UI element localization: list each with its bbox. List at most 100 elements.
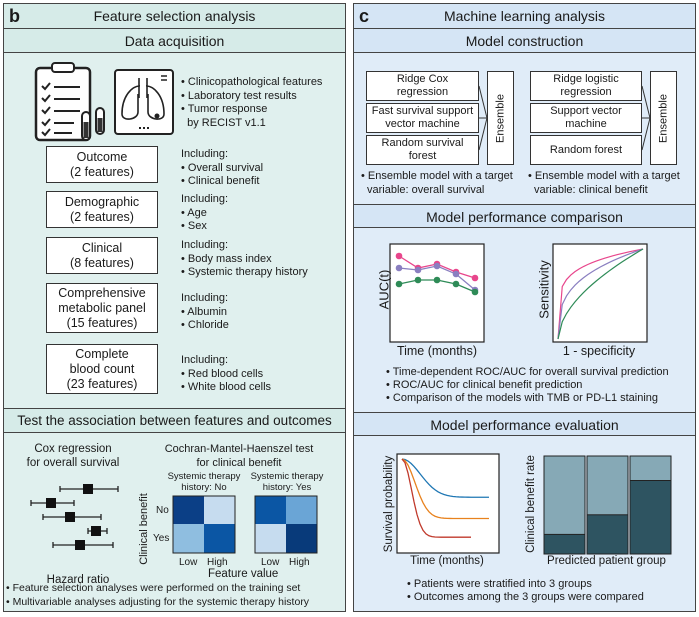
- including-label: Including:: [181, 193, 229, 205]
- category-name: Outcome: [76, 149, 128, 164]
- category-box-clinical: Clinical (8 features): [46, 237, 158, 274]
- model-line: Ridge logistic: [553, 73, 619, 85]
- km-curve: [401, 458, 490, 498]
- category-name: Demographic: [64, 194, 140, 209]
- data-sources-list: • Clinicopathological features • Laborat…: [181, 76, 322, 130]
- feature-item: • Red blood cells: [181, 367, 264, 380]
- including-label: Including:: [181, 292, 229, 304]
- panel-machine-learning: c Machine learning analysis Model constr…: [353, 3, 696, 612]
- category-box-metabolic-panel: Comprehensive metabolic panel (15 feature…: [46, 283, 158, 333]
- cox-title: Cox regression for overall survival: [18, 443, 128, 470]
- category-name: Clinical: [81, 240, 123, 255]
- feature-item: • Overall survival: [181, 161, 264, 174]
- cox-xlabel: Hazard ratio: [46, 574, 110, 586]
- feature-item: • Chloride: [181, 319, 229, 331]
- heatmap-no: [172, 495, 236, 554]
- auc-point: [452, 280, 460, 288]
- cmh-title: Cochran-Mantel-Haenszel test for clinical…: [134, 443, 344, 470]
- category-name: Comprehensive metabolic panel: [58, 285, 146, 315]
- association-notes: • Feature selection analyses were perfor…: [6, 582, 309, 609]
- auc-point: [395, 252, 403, 260]
- evaluation-notes: • Patients were stratified into 3 groups…: [407, 578, 644, 604]
- heatmap-cell: [286, 524, 317, 553]
- category-name: Complete blood count: [69, 346, 135, 376]
- heatmap-cell: [173, 524, 204, 553]
- ytick-yes: Yes: [153, 533, 170, 544]
- stratum-line: history: Yes: [262, 482, 312, 493]
- model-box: Fast survival support vector machine: [366, 103, 479, 133]
- heatmap-cell: [255, 496, 286, 524]
- xtick-high: High: [207, 557, 228, 568]
- bar-benefit: [629, 480, 672, 555]
- auc-point: [433, 276, 441, 284]
- model-line: Ridge Cox: [396, 73, 449, 85]
- feature-item: • Albumin: [181, 305, 228, 318]
- heatmap-cell: [204, 496, 235, 524]
- km-xlabel: Time (months): [410, 555, 484, 567]
- bar-benefit: [543, 533, 586, 555]
- bar-ylabel: Clinical benefit rate: [525, 455, 537, 553]
- note-item: • Patients were stratified into 3 groups: [407, 578, 592, 590]
- roc-curve: [557, 248, 644, 340]
- comparison-notes: • Time-dependent ROC/AUC for overall sur…: [386, 366, 669, 405]
- category-details-blood-count: Including: • Red blood cells • White blood…: [181, 354, 271, 395]
- category-box-outcome: Outcome (2 features): [46, 146, 158, 183]
- ensemble-box: Ensemble: [650, 71, 677, 165]
- category-box-blood-count: Complete blood count (23 features): [46, 344, 158, 394]
- feature-item: • Age: [181, 206, 207, 219]
- roc-ylabel: Sensitivity: [536, 260, 552, 319]
- auc-point: [414, 276, 422, 284]
- category-count: (8 features): [70, 255, 134, 270]
- note-item: variable: overall survival: [367, 183, 485, 196]
- note-item: • Ensemble model with a target: [361, 170, 513, 182]
- heatmap-yes: [254, 495, 318, 554]
- group1-note: • Ensemble model with a target variable: …: [361, 170, 513, 197]
- xtick-low: Low: [261, 557, 280, 568]
- category-count: (15 features): [66, 315, 138, 330]
- including-label: Including:: [181, 148, 229, 160]
- feature-item: • Sex: [181, 220, 207, 232]
- roc-curve: [557, 248, 644, 340]
- note-item: • Outcomes among the 3 groups were compa…: [407, 591, 644, 603]
- note-item: • Ensemble model with a target: [528, 170, 680, 182]
- stratum-label-yes: Systemic therapy history: Yes: [247, 471, 327, 493]
- cmh-xlabel: Feature value: [208, 568, 279, 580]
- stratum-line: Systemic therapy: [167, 471, 241, 482]
- feature-item: • Systemic therapy history: [181, 266, 308, 278]
- group2-note: • Ensemble model with a target variable: …: [528, 170, 680, 197]
- data-acquisition-header: Data acquisition: [4, 29, 345, 53]
- panel-letter-b: b: [9, 6, 20, 26]
- auc-point: [414, 266, 422, 274]
- stratum-label-no: Systemic therapy history: No: [164, 471, 244, 493]
- model-box: Random survival forest: [366, 135, 479, 165]
- panel-feature-selection: b Feature selection analysis Data acquis…: [3, 3, 346, 612]
- cox-title-line: Cox regression: [34, 443, 112, 455]
- ytick-no: No: [156, 505, 169, 516]
- model-box: Ridge logistic regression: [530, 71, 642, 101]
- model-line: Support vector: [550, 105, 622, 117]
- roc-curve: [557, 248, 644, 340]
- bar-xlabel: Predicted patient group: [547, 555, 666, 567]
- including-label: Including:: [181, 354, 229, 366]
- km-curve: [401, 458, 471, 538]
- km-ylabel: Survival probability: [383, 455, 395, 553]
- cox-title-line: for overall survival: [26, 456, 120, 469]
- category-box-demographic: Demographic (2 features): [46, 191, 158, 228]
- bar-benefit: [586, 514, 629, 555]
- category-count: (2 features): [70, 209, 134, 224]
- heatmap-cell: [255, 524, 286, 553]
- association-header: Test the association between features an…: [4, 408, 345, 433]
- model-line: forest: [408, 150, 437, 162]
- heatmap-cell: [204, 524, 235, 553]
- auc-over-time-plot: [389, 243, 485, 343]
- including-label: Including:: [181, 239, 229, 251]
- stratum-line: history: No: [181, 482, 227, 493]
- model-line: regression: [560, 86, 612, 98]
- panel-c-title-bar: c Machine learning analysis: [354, 4, 695, 29]
- note-item: • Feature selection analyses were perfor…: [6, 582, 301, 594]
- category-details-clinical: Including: • Body mass index • Systemic th…: [181, 239, 308, 280]
- roc-xlabel: 1 - specificity: [562, 344, 636, 358]
- clipboard-icon: [34, 62, 105, 142]
- panel-letter-c: c: [359, 6, 370, 26]
- note-item: • Comparison of the models with TMB or P…: [386, 392, 659, 404]
